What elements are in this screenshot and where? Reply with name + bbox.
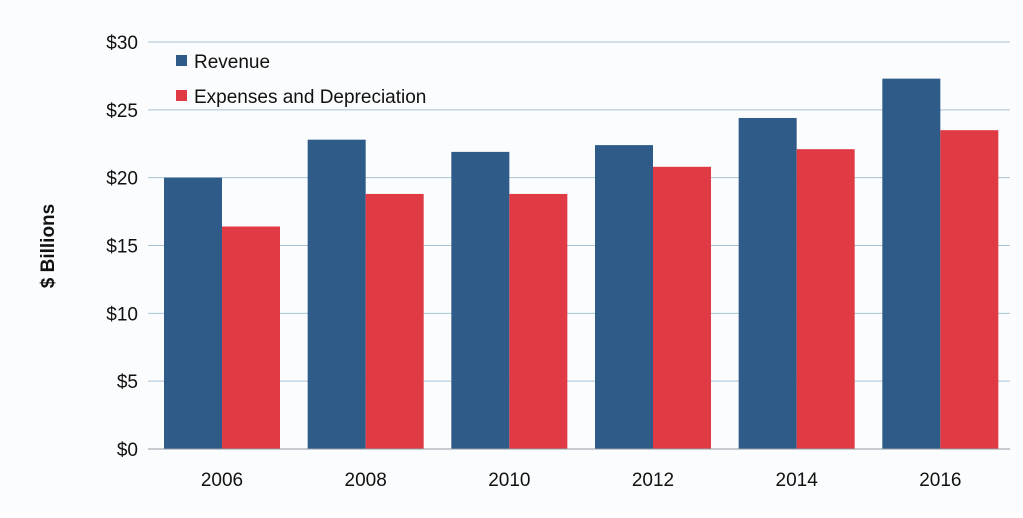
axes: $0 $5 $10 $15 $20 $25 $30 2006 2008 2010 2012 2014 2… <box>106 33 1010 491</box>
x-tick-label: 2016 <box>919 470 961 491</box>
bar-revenue-2010 <box>451 151 510 449</box>
y-tick-label: $30 <box>106 33 138 54</box>
gridlines <box>148 41 1010 382</box>
legend-swatch <box>176 90 187 101</box>
legend: Revenue Expenses and Depreciation <box>176 52 426 108</box>
bar-revenue-2008 <box>307 139 366 449</box>
bar-expenses-2008 <box>365 193 424 449</box>
bar-revenue-2016 <box>882 78 941 449</box>
x-tick-label: 2008 <box>345 470 387 491</box>
y-tick-label: $15 <box>106 237 138 258</box>
bar-revenue-2014 <box>738 117 797 450</box>
bar-revenue-2006 <box>164 177 222 449</box>
bar-revenue-2012 <box>595 145 653 449</box>
y-axis-title: $ Billions <box>38 204 59 288</box>
bars <box>164 78 999 450</box>
bar-expenses-2010 <box>509 193 568 449</box>
y-tick-label: $5 <box>117 372 138 393</box>
x-tick-label: 2012 <box>632 470 674 491</box>
bar-expenses-2014 <box>796 149 855 449</box>
legend-swatch <box>176 55 187 66</box>
bar-expenses-2016 <box>940 130 999 449</box>
x-tick-label: 2014 <box>776 470 819 491</box>
bar-expenses-2012 <box>653 166 711 449</box>
y-tick-label: $25 <box>106 101 138 122</box>
y-tick-label: $10 <box>106 304 138 325</box>
x-tick-label: 2010 <box>488 470 530 491</box>
legend-label: Expenses and Depreciation <box>194 87 426 108</box>
legend-label: Revenue <box>194 52 270 73</box>
y-tick-label: $20 <box>106 169 138 190</box>
bar-expenses-2006 <box>222 226 280 449</box>
x-tick-label: 2006 <box>201 470 243 491</box>
y-tick-label: $0 <box>117 440 138 461</box>
